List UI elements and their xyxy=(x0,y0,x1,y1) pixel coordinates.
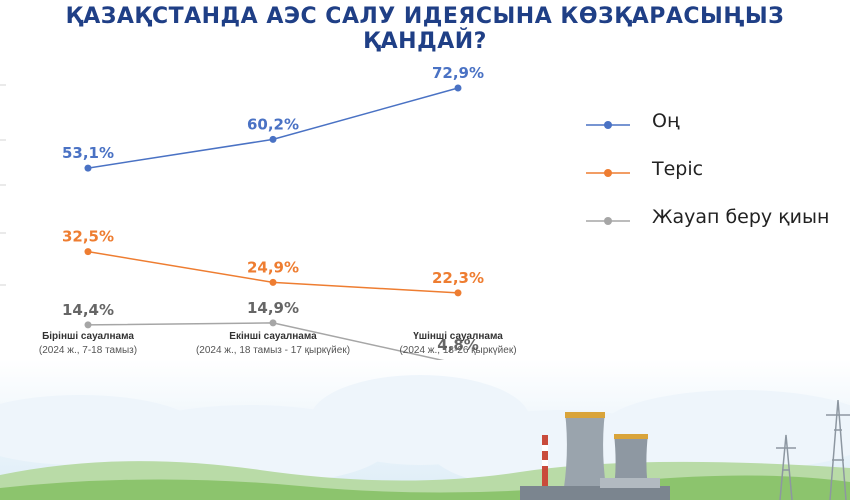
legend-label-hard-to-answer: Жауап беру қиын xyxy=(652,206,830,228)
data-label: 60,2% xyxy=(247,115,299,133)
data-point xyxy=(84,248,92,256)
legend-label-positive: Оң xyxy=(652,110,680,132)
series-1: 53,1% 60,2% 72,9% xyxy=(62,64,484,172)
legend-swatch-positive xyxy=(586,121,630,129)
line-chart: 53,1% 60,2% 72,9% 32,5% 24,9% 22,3% 14,4% 14,9%… xyxy=(0,64,484,360)
data-point xyxy=(454,289,462,297)
category-period: (2024 ж., 13-26 қыркүйек) xyxy=(399,345,517,356)
data-label: 4,8% xyxy=(437,336,479,354)
data-label: 32,5% xyxy=(62,228,114,246)
data-label: 14,9% xyxy=(247,299,299,317)
category-name: Бірінші сауалнама xyxy=(42,331,134,342)
legend-label-negative: Теріс xyxy=(652,158,704,180)
data-point xyxy=(454,84,462,92)
data-point xyxy=(269,278,277,286)
data-label: 14,4% xyxy=(62,301,114,319)
series-layer: 53,1% 60,2% 72,9% 32,5% 24,9% 22,3% 14,4% 14,9%… xyxy=(62,64,484,360)
data-point xyxy=(269,319,277,327)
data-point xyxy=(84,164,92,172)
data-label: 24,9% xyxy=(247,258,299,276)
x-tick-label: Бірінші сауалнама (2024 ж., 7-18 тамыз) xyxy=(0,330,198,358)
category-period: (2024 ж., 7-18 тамыз) xyxy=(38,345,138,356)
clouds xyxy=(0,375,850,490)
data-label: 72,9% xyxy=(432,64,484,82)
power-plant xyxy=(520,412,670,500)
data-point xyxy=(84,321,92,329)
data-point xyxy=(269,135,277,143)
x-tick-label: Екінші сауалнама (2024 ж., 18 тамыз - 17 … xyxy=(163,330,383,358)
chart-title: ҚАЗАҚСТАНДА АЭС САЛУ ИДЕЯСЫНА КӨЗҚАРАСЫҢ… xyxy=(65,4,785,54)
landscape-background xyxy=(0,360,850,500)
legend-swatch-negative xyxy=(586,169,630,177)
axis-ticks xyxy=(0,84,6,286)
legend-swatch-hard-to-answer xyxy=(586,217,630,225)
power-towers xyxy=(776,399,850,500)
category-period: (2024 ж., 18 тамыз - 17 қыркүйек) xyxy=(195,345,351,356)
series-3: 14,4% 14,9% 4,8% xyxy=(62,299,479,360)
data-label: 22,3% xyxy=(432,269,484,287)
category-name: Екінші сауалнама xyxy=(229,331,317,342)
x-tick-label: Үшінші сауалнама (2024 ж., 13-26 қыркүйек… xyxy=(348,330,568,358)
data-label: 53,1% xyxy=(62,144,114,162)
category-name: Үшінші сауалнама xyxy=(413,331,503,342)
series-2: 32,5% 24,9% 22,3% xyxy=(62,228,484,297)
